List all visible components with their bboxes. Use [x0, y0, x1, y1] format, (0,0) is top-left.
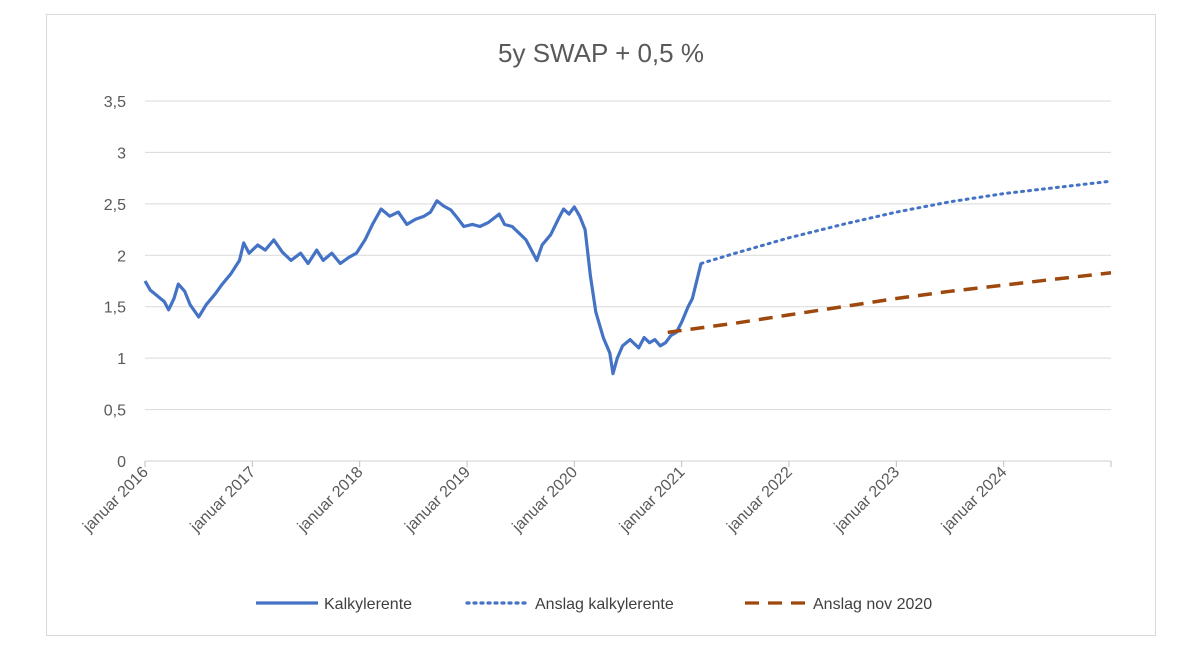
x-tick-label: januar 2016: [79, 464, 152, 537]
y-tick-label: 0: [117, 454, 126, 471]
x-tick-label: januar 2024: [938, 464, 1011, 537]
gridlines: [145, 100, 1111, 411]
series-line-1: [143, 199, 703, 376]
y-tick-label: 1,5: [104, 300, 126, 317]
legend-label-3: Anslag nov 2020: [813, 596, 932, 613]
series-line-2: [699, 179, 1113, 265]
y-tick-label: 3,5: [104, 94, 126, 111]
y-tick-label: 3: [117, 145, 126, 162]
x-tick-label: januar 2022: [723, 464, 796, 537]
x-axis-tick-labels: januar 2016 januar 2017 januar 2018 januar …: [79, 464, 1010, 537]
x-tick-label: januar 2018: [294, 464, 367, 537]
y-axis-tick-labels: 0 0,5 1 1,5 2 2,5 3 3,5: [104, 94, 126, 471]
y-tick-label: 2,5: [104, 197, 126, 214]
x-tick-label: januar 2020: [509, 464, 582, 537]
y-tick-label: 0,5: [104, 403, 126, 420]
y-tick-label: 1: [117, 351, 126, 368]
x-tick-label: januar 2017: [187, 464, 260, 537]
series-lines: [143, 179, 1113, 376]
legend-label-2: Anslag kalkylerente: [535, 596, 674, 613]
x-tick-label: januar 2021: [616, 464, 689, 537]
x-axis: [144, 460, 1112, 467]
y-tick-label: 2: [117, 248, 126, 265]
x-tick-label: januar 2019: [401, 464, 474, 537]
chart-title: 5y SWAP + 0,5 %: [498, 38, 704, 68]
legend-label-1: Kalkylerente: [324, 596, 412, 613]
x-tick-label: januar 2023: [831, 464, 904, 537]
legend: Kalkylerente Anslag kalkylerente Anslag no…: [256, 596, 932, 613]
series-line-3: [667, 271, 1112, 335]
